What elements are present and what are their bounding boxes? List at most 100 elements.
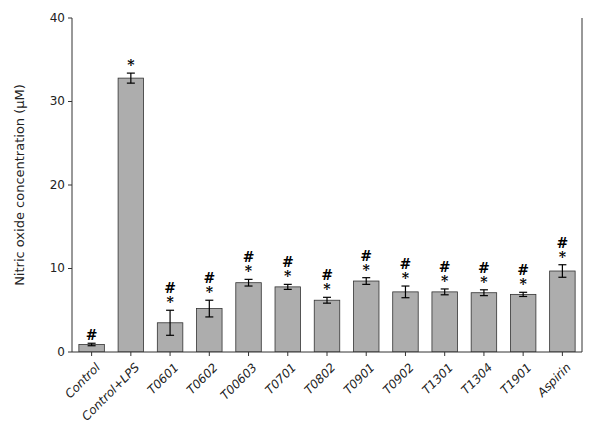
- x-tick-label: T1304: [459, 360, 496, 397]
- error-cap: [362, 284, 370, 285]
- annotation: *: [441, 273, 449, 289]
- error-bar: [166, 310, 174, 335]
- error-line: [523, 292, 524, 296]
- annotation: #: [243, 249, 255, 265]
- annotation: *: [127, 57, 135, 73]
- x-tick: [444, 352, 445, 356]
- error-cap: [558, 277, 566, 278]
- error-line: [209, 300, 210, 317]
- y-tick: [68, 352, 72, 353]
- x-tick-label: T0902: [380, 360, 417, 397]
- y-tick: [68, 101, 72, 102]
- error-cap: [441, 294, 449, 295]
- error-bar: [441, 289, 449, 295]
- error-cap: [401, 297, 409, 298]
- error-cap: [519, 296, 527, 297]
- x-tick-label: Control+LPS: [79, 360, 142, 423]
- error-cap: [284, 289, 292, 290]
- x-tick-label: T0701: [262, 360, 299, 397]
- annotation: *: [245, 263, 253, 279]
- chart-container: 010203040ControlControl+LPST0601T0602T00…: [0, 0, 600, 444]
- annotation: #: [282, 254, 294, 270]
- x-tick-label: T0602: [184, 360, 221, 397]
- annotations: #**#*#*#*#*#*#*#*#*#*#*#: [86, 57, 569, 343]
- x-tick: [287, 352, 288, 356]
- axes: 010203040ControlControl+LPST0601T0602T00…: [50, 11, 582, 424]
- x-tick: [130, 352, 131, 356]
- annotation: #: [400, 256, 412, 272]
- error-bar: [480, 290, 488, 296]
- error-line: [326, 297, 327, 303]
- y-tick-label: 10: [50, 261, 65, 275]
- annotation: #: [439, 259, 451, 275]
- error-bar: [245, 279, 253, 286]
- bar: [236, 283, 261, 352]
- annotation: *: [559, 249, 567, 265]
- error-cap: [205, 316, 213, 317]
- error-line: [483, 290, 484, 296]
- annotation: *: [284, 268, 292, 284]
- annotation: #: [164, 280, 176, 296]
- error-bar: [284, 284, 292, 289]
- x-tick-label: Aspirin: [534, 360, 574, 400]
- y-tick: [68, 268, 72, 269]
- x-tick: [209, 352, 210, 356]
- y-axis-label: Nitric oxide concentration (μM): [12, 84, 27, 286]
- error-bar: [127, 73, 135, 83]
- error-bar: [362, 278, 370, 285]
- error-bar: [519, 292, 527, 296]
- x-tick-label: T1901: [498, 360, 535, 397]
- x-tick: [248, 352, 249, 356]
- x-tick: [327, 352, 328, 356]
- x-tick-label: T00603: [218, 360, 260, 402]
- annotation: #: [321, 267, 333, 283]
- x-tick: [405, 352, 406, 356]
- bar: [510, 294, 535, 352]
- annotation: *: [402, 270, 410, 286]
- bar: [275, 287, 301, 352]
- y-tick: [68, 185, 72, 186]
- bar: [471, 293, 497, 352]
- error-bar: [205, 300, 213, 317]
- bar: [353, 281, 379, 352]
- error-cap: [245, 285, 253, 286]
- annotation: *: [519, 276, 527, 292]
- x-tick: [170, 352, 171, 356]
- error-bar: [88, 343, 96, 346]
- x-tick-label: T1301: [419, 360, 456, 397]
- error-cap: [323, 303, 331, 304]
- annotation: #: [478, 260, 490, 276]
- error-cap: [88, 345, 96, 346]
- annotation: #: [360, 248, 372, 264]
- annotation: *: [166, 294, 174, 310]
- x-tick: [562, 352, 563, 356]
- bar: [432, 292, 458, 352]
- y-tick-label: 40: [50, 11, 65, 25]
- x-tick: [523, 352, 524, 356]
- error-cap: [166, 335, 174, 336]
- error-line: [130, 73, 131, 83]
- error-cap: [480, 295, 488, 296]
- bar: [393, 292, 419, 352]
- annotation: *: [480, 274, 488, 290]
- error-bar: [558, 265, 566, 278]
- x-tick-label: T0601: [145, 360, 182, 397]
- chart: 010203040ControlControl+LPST0601T0602T00…: [0, 0, 600, 444]
- bar: [79, 344, 105, 352]
- error-bar: [323, 297, 331, 303]
- annotation: *: [363, 262, 371, 278]
- y-tick-label: 0: [57, 345, 65, 359]
- y-tick-label: 20: [50, 178, 65, 192]
- plot-area: [79, 73, 575, 352]
- error-line: [405, 286, 406, 298]
- annotation: #: [203, 270, 215, 286]
- annotation: *: [323, 281, 331, 297]
- bar: [550, 271, 576, 352]
- bar: [314, 300, 340, 352]
- error-line: [366, 278, 367, 285]
- error-line: [169, 310, 170, 335]
- y-tick: [68, 18, 72, 19]
- error-bar: [401, 286, 409, 298]
- y-tick-label: 30: [50, 94, 65, 108]
- x-tick: [91, 352, 92, 356]
